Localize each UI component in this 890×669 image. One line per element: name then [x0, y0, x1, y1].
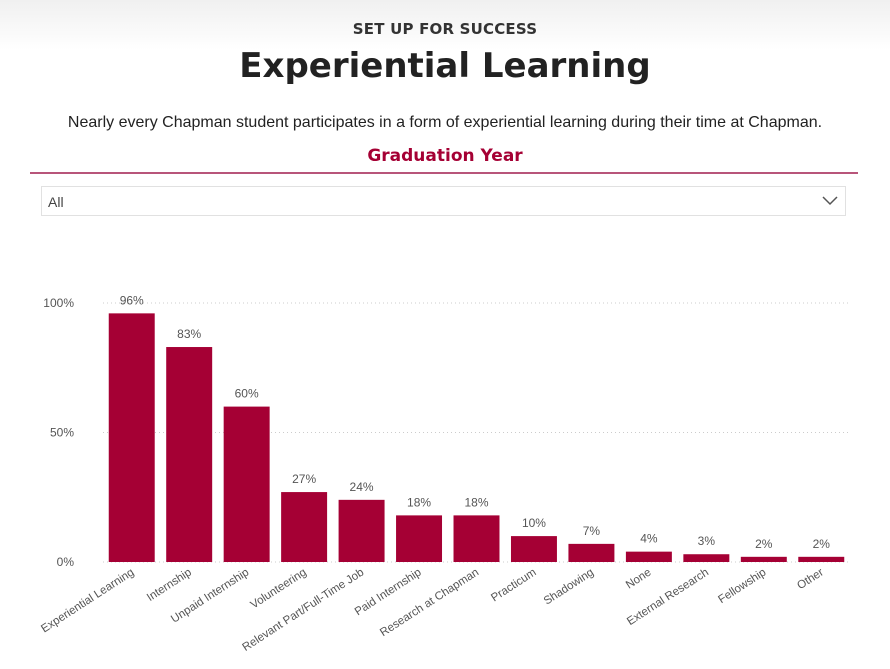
data-label: 27%	[292, 472, 316, 486]
dropdown-selected-value: All	[48, 194, 64, 210]
x-tick-label: Research at Chapman	[378, 566, 481, 639]
data-label: 18%	[407, 495, 431, 509]
data-label: 96%	[120, 293, 144, 307]
bar	[338, 499, 385, 562]
bar	[453, 515, 500, 562]
x-tick-label: Experiential Learning	[39, 566, 136, 635]
data-label: 18%	[464, 495, 488, 509]
header-band	[0, 0, 890, 50]
bar	[683, 554, 730, 562]
data-label: 2%	[813, 537, 831, 551]
bar	[223, 406, 270, 562]
data-label: 60%	[235, 387, 259, 401]
x-tick-label: None	[624, 566, 654, 591]
bar	[396, 515, 443, 562]
y-tick-label: 100%	[43, 296, 74, 310]
data-label: 3%	[698, 534, 716, 548]
filter-divider	[30, 172, 858, 174]
data-label: 10%	[522, 516, 546, 530]
bar	[798, 556, 845, 562]
page-subtitle: Nearly every Chapman student participate…	[67, 114, 823, 131]
bar	[625, 551, 672, 562]
data-label: 2%	[755, 537, 773, 551]
data-label: 83%	[177, 327, 201, 341]
bar	[510, 536, 557, 562]
bar	[281, 492, 328, 562]
y-tick-label: 50%	[50, 426, 74, 440]
filter-label: Graduation Year	[367, 146, 523, 166]
data-label: 24%	[350, 480, 374, 494]
x-tick-label: Internship	[145, 566, 194, 604]
x-tick-label: Practicum	[489, 566, 538, 604]
chevron-down-icon[interactable]	[821, 193, 839, 207]
bar	[108, 313, 155, 562]
data-label: 7%	[583, 524, 601, 538]
page-title: Experiential Learning	[239, 46, 651, 86]
x-tick-label: Other	[795, 566, 826, 592]
x-tick-label: Shadowing	[542, 566, 596, 607]
graduation-year-dropdown[interactable]: All	[41, 186, 846, 216]
y-tick-label: 0%	[57, 555, 75, 569]
bar	[740, 556, 787, 562]
bar	[166, 347, 213, 562]
data-label: 4%	[640, 532, 658, 546]
bar	[568, 543, 615, 562]
section-kicker: SET UP FOR SUCCESS	[352, 20, 538, 38]
bar-chart: 0% 50% 100% 96% Experiential Learning 83% Inte…	[39, 293, 850, 654]
x-tick-label: Fellowship	[716, 566, 768, 606]
